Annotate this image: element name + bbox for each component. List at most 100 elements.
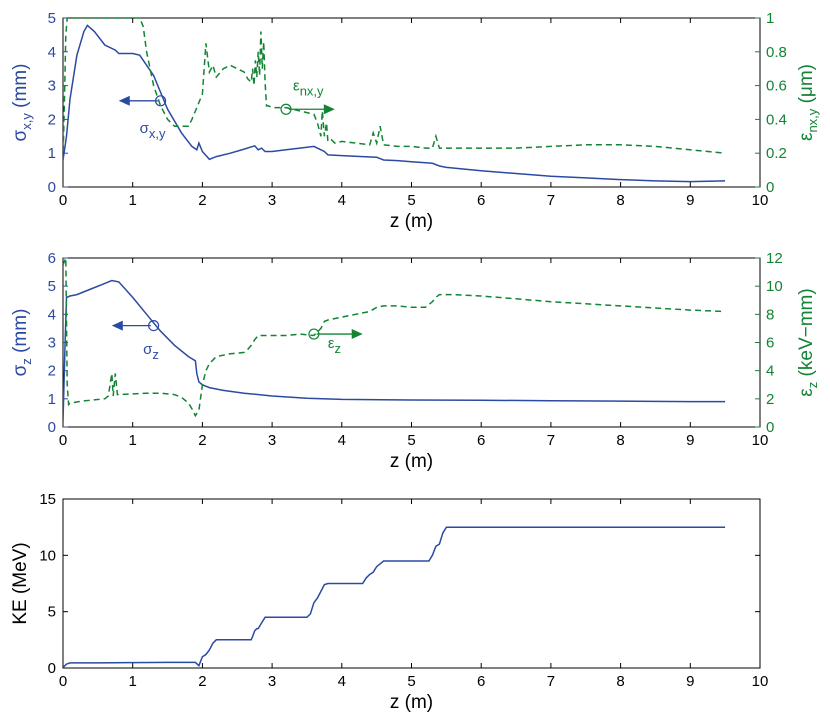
x-axis-label: z (m) <box>390 451 433 472</box>
y-tick-label-right: 2 <box>766 391 774 408</box>
annotation-left-sub: z <box>152 347 159 362</box>
annotation-left-main: σ <box>140 120 150 137</box>
y-tick-label-left: 10 <box>39 547 56 564</box>
y-axis-label-right-main: ε <box>796 388 817 397</box>
y-axis-label-left-main: σ <box>10 364 31 376</box>
x-tick-label: 0 <box>59 673 67 690</box>
y-tick-label-left: 0 <box>48 660 56 677</box>
y-tick-label-left: 0 <box>48 419 56 436</box>
annotation-left: σz <box>143 341 159 362</box>
y-axis-label-left-unit: (mm) <box>10 64 31 114</box>
y-axis-label-left-unit: (mm) <box>10 309 31 359</box>
y-tick-label-left: 5 <box>48 278 56 295</box>
y-axis-label-left-sub: z <box>19 358 34 365</box>
y-tick-label-left: 1 <box>48 391 56 408</box>
y-tick-label-right: 1 <box>766 10 774 27</box>
y-tick-label-right: 0.6 <box>766 78 787 95</box>
series-line-right <box>63 257 726 418</box>
x-tick-label: 7 <box>547 432 555 449</box>
series-line-right <box>63 17 726 162</box>
annotation-left-sub: x,y <box>149 126 166 141</box>
arrow-left-head <box>111 320 123 331</box>
y-axis-label-left: σx,y (mm) <box>10 64 34 142</box>
y-axis-label-right-unit: (μm) <box>796 64 817 109</box>
y-tick-label-right: 4 <box>766 363 774 380</box>
x-tick-label: 0 <box>59 432 67 449</box>
x-tick-label: 6 <box>477 673 485 690</box>
annotation-right: εnx,y <box>293 78 324 99</box>
x-tick-label: 9 <box>686 673 694 690</box>
x-tick-label: 9 <box>686 432 694 449</box>
y-tick-label-left: 3 <box>48 335 56 352</box>
x-tick-label: 7 <box>547 192 555 209</box>
y-tick-label-left: 0 <box>48 179 56 196</box>
x-tick-label: 8 <box>616 192 624 209</box>
y-axis-label-left: σz (mm) <box>10 309 34 377</box>
plot-frame <box>62 498 761 669</box>
y-tick-label-left: 2 <box>48 363 56 380</box>
annotation-left-main: σ <box>143 341 153 358</box>
y-axis-label-right-sub: nx,y <box>805 108 820 132</box>
y-tick-label-left: 5 <box>48 604 56 621</box>
annotation-right-sub: z <box>335 341 342 356</box>
y-tick-label-right: 0 <box>766 419 774 436</box>
x-tick-label: 2 <box>198 673 206 690</box>
x-axis-label: z (m) <box>390 692 433 713</box>
arrow-left-head <box>118 95 130 106</box>
series-line-left <box>63 526 726 668</box>
y-axis-label-right-sub: z <box>805 382 820 389</box>
x-tick-label: 10 <box>752 673 769 690</box>
y-tick-label-right: 6 <box>766 335 774 352</box>
y-tick-label-right: 0.4 <box>766 111 787 128</box>
y-axis-label-left-sub: x,y <box>19 113 34 130</box>
x-tick-label: 6 <box>477 432 485 449</box>
y-tick-label-right: 12 <box>766 250 783 267</box>
y-tick-label-left: 5 <box>48 10 56 27</box>
y-tick-label-left: 4 <box>48 306 56 323</box>
x-tick-label: 9 <box>686 192 694 209</box>
y-tick-label-left: 3 <box>48 78 56 95</box>
y-tick-label-left: 4 <box>48 44 56 61</box>
annotation-right-main: ε <box>293 78 300 95</box>
chart-panel-3: 0 1 2 3 4 5 6 7 8 9 10 z (m) 0 5 10 15 KE (MeV) <box>10 491 768 713</box>
x-tick-label: 5 <box>407 432 415 449</box>
y-axis-label-right: εz (keV−mm) <box>796 288 820 396</box>
x-axis-label: z (m) <box>390 211 433 232</box>
x-tick-label: 5 <box>407 192 415 209</box>
y-tick-label-left: 15 <box>39 491 56 508</box>
arrow-right-head <box>323 104 335 115</box>
y-tick-label-left: 1 <box>48 145 56 162</box>
arrow-right-head <box>351 329 363 340</box>
y-tick-label-right: 8 <box>766 306 774 323</box>
x-tick-label: 1 <box>129 673 137 690</box>
x-tick-label: 8 <box>616 432 624 449</box>
x-tick-label: 1 <box>129 432 137 449</box>
y-axis-label-right-main: ε <box>796 132 817 141</box>
x-tick-label: 0 <box>59 192 67 209</box>
y-tick-label-left: 2 <box>48 111 56 128</box>
x-tick-label: 2 <box>198 192 206 209</box>
x-tick-label: 3 <box>268 432 276 449</box>
x-tick-label: 6 <box>477 192 485 209</box>
annotation-right-main: ε <box>328 335 335 352</box>
x-tick-label: 2 <box>198 432 206 449</box>
x-tick-label: 3 <box>268 192 276 209</box>
x-tick-label: 10 <box>752 192 769 209</box>
y-axis-label-left-main: KE (MeV) <box>10 542 31 624</box>
x-tick-label: 5 <box>407 673 415 690</box>
y-axis-label-right: εnx,y (μm) <box>796 64 820 141</box>
annotation-right-sub: nx,y <box>300 84 324 99</box>
x-tick-label: 4 <box>338 192 346 209</box>
y-tick-label-right: 10 <box>766 278 783 295</box>
x-tick-label: 8 <box>616 673 624 690</box>
series-line-left <box>63 279 726 422</box>
y-axis-label-left: KE (MeV) <box>10 542 31 624</box>
y-tick-label-right: 0 <box>766 179 774 196</box>
y-axis-label-left-main: σ <box>10 129 31 141</box>
x-tick-label: 4 <box>338 432 346 449</box>
annotation-left: σx,y <box>140 120 166 141</box>
x-tick-label: 7 <box>547 673 555 690</box>
x-tick-label: 1 <box>129 192 137 209</box>
